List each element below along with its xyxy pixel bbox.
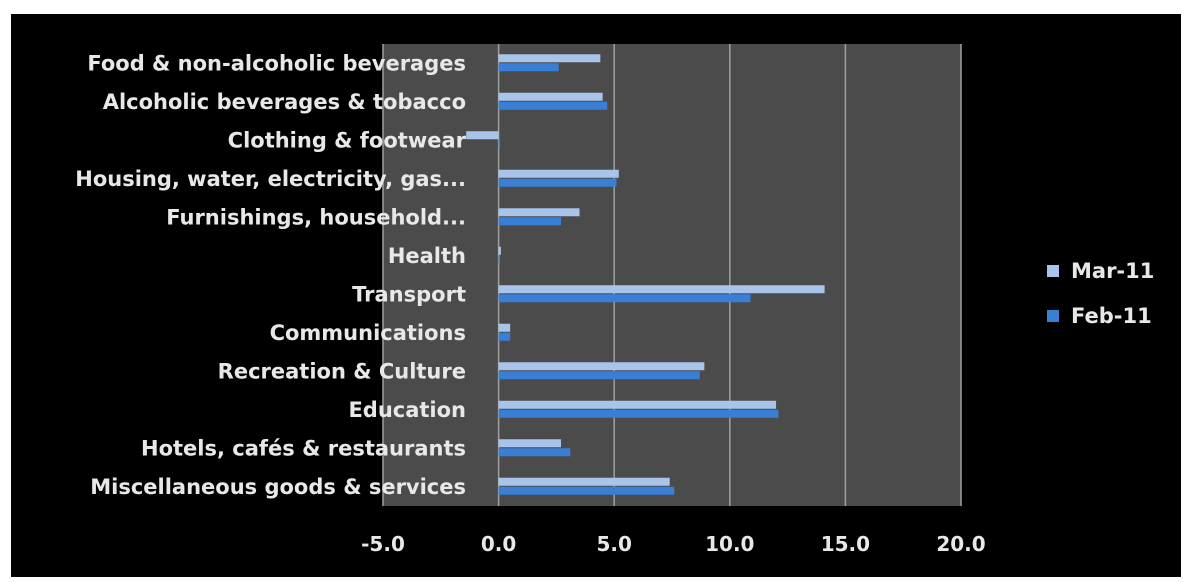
category-label: Food & non-alcoholic beverages xyxy=(87,51,466,75)
x-tick-label: 20.0 xyxy=(936,532,985,556)
bar-mar-11 xyxy=(498,362,705,371)
category-label: Furnishings, household... xyxy=(166,205,466,229)
bar-mar-11 xyxy=(498,208,580,217)
bar-feb-11 xyxy=(498,332,511,341)
bar-feb-11 xyxy=(498,101,608,110)
bar-feb-11 xyxy=(498,217,562,226)
x-tick-label: 10.0 xyxy=(705,532,754,556)
bar-mar-11 xyxy=(498,92,603,101)
legend-label: Mar-11 xyxy=(1071,259,1154,283)
x-tick-label: 0.0 xyxy=(481,532,516,556)
bar-feb-11 xyxy=(498,140,501,149)
bar-mar-11 xyxy=(466,131,499,140)
x-axis-tick-labels: -5.0 0.0 5.0 10.0 15.0 20.0 xyxy=(361,532,986,556)
bar-mar-11 xyxy=(498,169,619,178)
bar-feb-11 xyxy=(498,63,559,72)
category-label: Clothing & footwear xyxy=(228,128,467,152)
legend-swatch xyxy=(1047,265,1059,277)
category-label: Housing, water, electricity, gas... xyxy=(75,167,466,191)
bar-chart: Food & non-alcoholic beverages Alcoholic … xyxy=(75,44,1154,556)
bar-mar-11 xyxy=(498,285,825,294)
bar-feb-11 xyxy=(498,448,571,457)
bar-feb-11 xyxy=(498,255,501,264)
category-label: Education xyxy=(348,398,466,422)
x-tick-label: 15.0 xyxy=(821,532,870,556)
bar-mar-11 xyxy=(498,246,501,255)
bar-mar-11 xyxy=(498,400,777,409)
bar-mar-11 xyxy=(498,439,562,448)
category-label: Health xyxy=(388,244,466,268)
category-label: Recreation & Culture xyxy=(218,359,466,383)
gridlines xyxy=(382,44,962,506)
bar-feb-11 xyxy=(498,294,751,303)
legend-swatch xyxy=(1047,310,1059,322)
category-label: Communications xyxy=(270,321,466,345)
bar-feb-11 xyxy=(498,486,675,495)
x-tick-label: -5.0 xyxy=(361,532,405,556)
category-label: Alcoholic beverages & tobacco xyxy=(103,90,466,114)
plot-area xyxy=(383,44,961,506)
category-label: Hotels, cafés & restaurants xyxy=(141,436,466,460)
bar-mar-11 xyxy=(498,323,511,332)
category-labels: Food & non-alcoholic beverages Alcoholic … xyxy=(75,51,466,499)
x-tick-label: 5.0 xyxy=(596,532,631,556)
chart-area: Food & non-alcoholic beverages Alcoholic … xyxy=(11,14,1181,577)
bars xyxy=(466,54,825,495)
bar-mar-11 xyxy=(498,477,670,486)
category-label: Transport xyxy=(352,282,466,306)
bar-feb-11 xyxy=(498,409,779,418)
bar-feb-11 xyxy=(498,371,700,380)
bar-mar-11 xyxy=(498,54,601,63)
category-label: Miscellaneous goods & services xyxy=(90,475,466,499)
legend-label: Feb-11 xyxy=(1071,304,1152,328)
legend: Mar-11 Feb-11 xyxy=(1047,259,1154,328)
bar-feb-11 xyxy=(498,178,617,187)
